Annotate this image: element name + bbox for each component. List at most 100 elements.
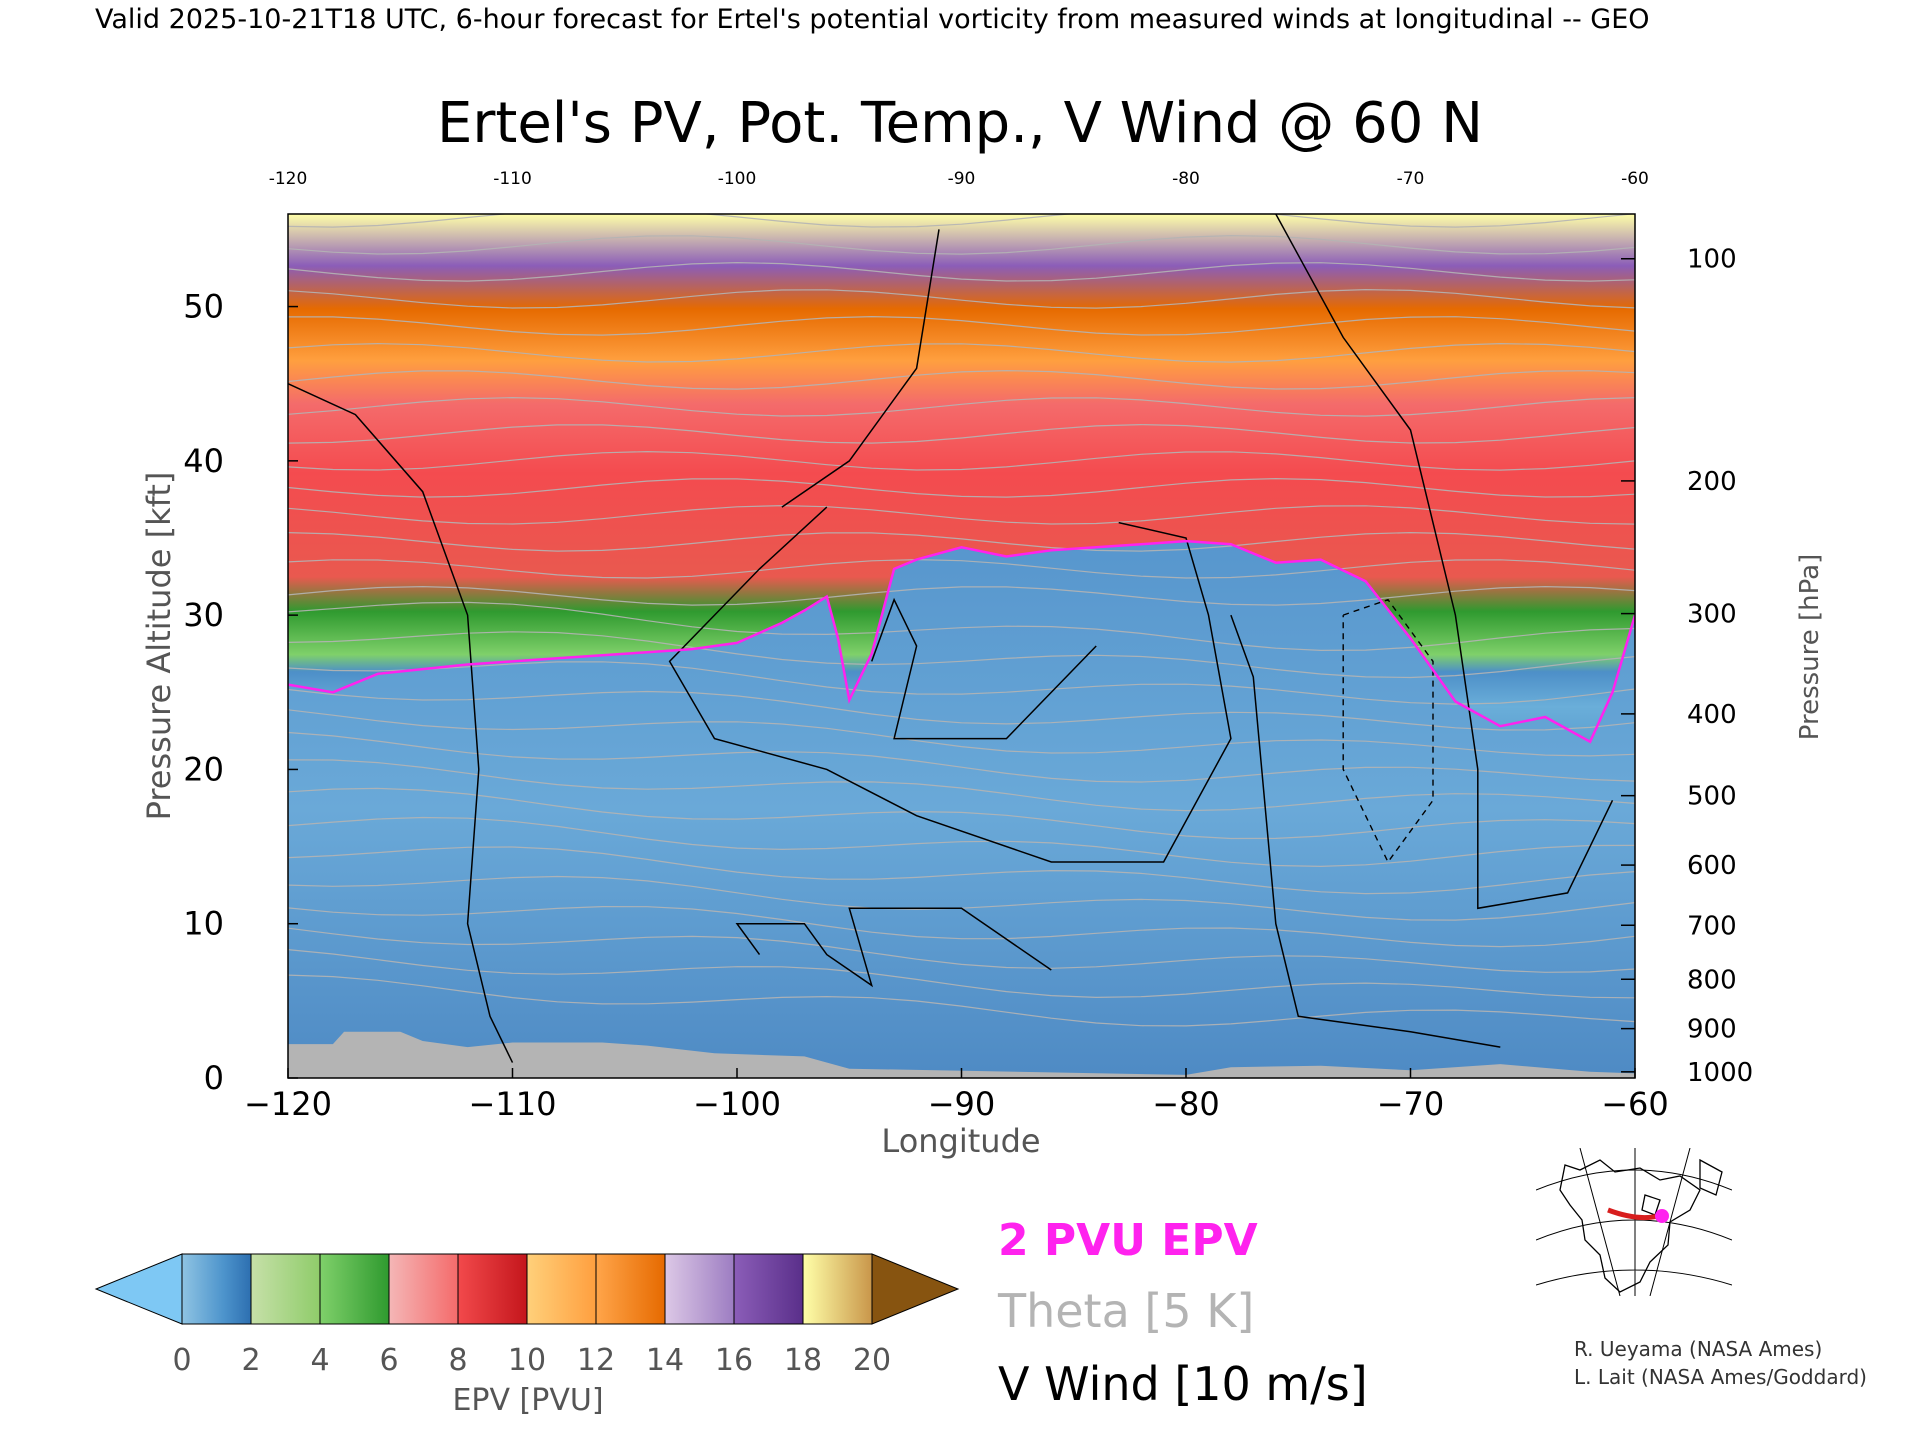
legend-pv-entry: 2 PVU EPV — [998, 1215, 1258, 1266]
colorbar-tick-label: 2 — [241, 1343, 260, 1378]
theta-contour-line — [288, 450, 1635, 471]
x-top-tick-label: -60 — [1621, 169, 1649, 189]
colorbar-under-arrow — [94, 1253, 183, 1325]
y-axis-left: 0 10 20 30 40 50 — [183, 288, 298, 1097]
locator-graticule — [1536, 1148, 1732, 1296]
v-wind-contour-line — [870, 597, 1097, 740]
theta-contour-line — [288, 949, 1635, 999]
colorbar-segment — [526, 1253, 597, 1325]
chart-title: Ertel's PV, Pot. Temp., V Wind @ 60 N — [437, 91, 1483, 156]
theta-contour-line — [288, 396, 1635, 417]
colorbar-tick-label: 10 — [508, 1343, 546, 1378]
colorbar-segments — [181, 1253, 873, 1325]
theta-contour-line — [288, 787, 1635, 840]
colorbar-tick-label: 4 — [310, 1343, 329, 1378]
v-wind-contour-line — [1275, 214, 1614, 910]
theta-contour-line — [288, 927, 1635, 973]
theta-contour-line — [288, 504, 1635, 525]
valid-time-header: Valid 2025-10-21T18 UTC, 6-hour forecast… — [95, 4, 1650, 35]
y-tick-label: 10 — [183, 905, 224, 943]
y-tick-label: 50 — [183, 288, 224, 326]
pressure-tick-label: 500 — [1687, 782, 1737, 812]
pressure-tick-label: 100 — [1687, 245, 1737, 275]
theta-contour-line — [288, 558, 1635, 579]
legend-theta-entry: Theta [5 K] — [997, 1284, 1254, 1338]
colorbar-segment — [181, 1253, 252, 1325]
pressure-tick-label: 200 — [1687, 467, 1737, 497]
colorbar: 0 2 4 6 8 10 12 14 16 18 20 EPV [PVU] — [94, 1253, 960, 1418]
v-wind-contours — [288, 214, 1614, 1063]
colorbar-tick-label: 12 — [577, 1343, 615, 1378]
colorbar-segment — [664, 1253, 735, 1325]
colorbar-segment — [319, 1253, 390, 1325]
x-top-tick-label: -100 — [718, 169, 757, 189]
colorbar-tick-label: 20 — [853, 1343, 891, 1378]
theta-contour-line — [288, 315, 1635, 336]
theta-contour-line — [288, 688, 1635, 731]
colorbar-over-arrow — [871, 1253, 960, 1325]
x-tick-label: −70 — [1377, 1085, 1445, 1123]
x-tick-label: −120 — [244, 1085, 332, 1123]
pressure-tick-label: 300 — [1687, 600, 1737, 630]
theta-contour-line — [288, 601, 1635, 652]
colorbar-segment — [802, 1253, 873, 1325]
tropospheric-pv-region — [288, 541, 1635, 1078]
theta-contour-line — [288, 846, 1635, 895]
colorbar-segment — [250, 1253, 321, 1325]
colorbar-segment — [733, 1253, 804, 1325]
y-axis-right: 100 200 300 400 500 600 700 800 900 1000 — [1621, 245, 1753, 1088]
y-tick-label: 20 — [183, 750, 224, 788]
y-tick-label: 30 — [183, 596, 224, 634]
legend-wind-entry: V Wind [10 m/s] — [998, 1357, 1368, 1411]
locator-marker — [1655, 1209, 1669, 1223]
pressure-tick-label: 900 — [1687, 1015, 1737, 1045]
plot-area: −120 −110 −100 −90 −80 −70 −60 -120 -110 -100 -90… — [183, 169, 1753, 1123]
colorbar-tick-label: 18 — [784, 1343, 822, 1378]
pv-2pvu-contour — [288, 539, 1635, 744]
x-top-tick-label: -90 — [948, 169, 976, 189]
x-axis: −120 −110 −100 −90 −80 −70 −60 — [244, 1068, 1669, 1123]
theta-contour-line — [288, 585, 1635, 606]
x-top-tick-label: -110 — [493, 169, 532, 189]
theta-contour-line — [288, 234, 1635, 255]
y-tick-label: 40 — [183, 442, 224, 480]
v-wind-contour-line — [668, 506, 1232, 863]
y-axis-left-label: Pressure Altitude [kft] — [140, 472, 178, 821]
theta-contour-line — [288, 709, 1635, 757]
theta-contour-line — [288, 369, 1635, 390]
v-wind-contour-line — [1230, 614, 1501, 1048]
x-axis-label: Longitude — [881, 1122, 1040, 1160]
legend: 2 PVU EPV Theta [5 K] V Wind [10 m/s] — [997, 1215, 1368, 1411]
y-axis-right-label: Pressure [hPa] — [1795, 554, 1825, 741]
colorbar-ticks: 0 2 4 6 8 10 12 14 16 18 20 — [172, 1343, 891, 1378]
theta-contours — [288, 214, 1635, 1027]
theta-contour-line — [288, 531, 1635, 552]
v-wind-contour-line — [735, 907, 1052, 988]
x-tick-label: −60 — [1601, 1085, 1669, 1123]
locator-coastlines — [1559, 1158, 1723, 1293]
x-tick-label: −80 — [1152, 1085, 1220, 1123]
locator-map — [1536, 1148, 1732, 1296]
theta-contour-line — [288, 261, 1635, 282]
pressure-tick-label: 600 — [1687, 851, 1737, 881]
credit-line-2: L. Lait (NASA Ames/Goddard) — [1574, 1365, 1867, 1389]
theta-contour-line — [288, 342, 1635, 363]
theta-contour-line — [288, 214, 1635, 228]
theta-contour-line — [288, 477, 1635, 498]
colorbar-segment — [457, 1253, 528, 1325]
theta-contour-line — [288, 974, 1635, 1027]
colorbar-segment — [388, 1253, 459, 1325]
theta-contour-line — [288, 288, 1635, 309]
pressure-tick-label: 800 — [1687, 965, 1737, 995]
colorbar-tick-label: 16 — [715, 1343, 753, 1378]
theta-contour-line — [288, 661, 1635, 705]
theta-contour-line — [288, 759, 1635, 812]
theta-contour-line — [288, 731, 1635, 783]
colorbar-tick-label: 6 — [379, 1343, 398, 1378]
y-tick-label: 0 — [204, 1059, 224, 1097]
colorbar-tick-label: 14 — [646, 1343, 684, 1378]
credit-line-1: R. Ueyama (NASA Ames) — [1574, 1337, 1822, 1361]
theta-contour-line — [288, 423, 1635, 444]
pressure-tick-label: 1000 — [1687, 1058, 1753, 1088]
